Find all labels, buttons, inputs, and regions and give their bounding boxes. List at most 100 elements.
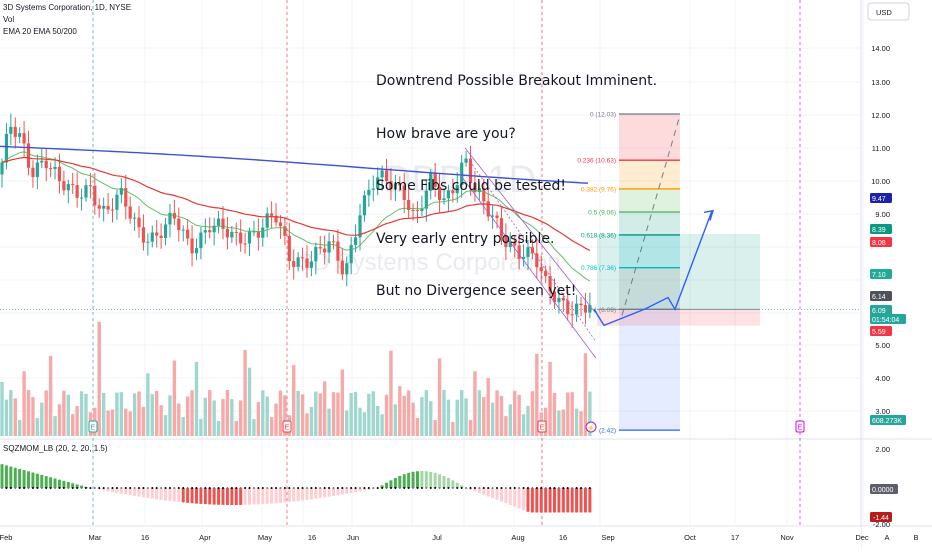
price-axis-tick: 9.00	[875, 210, 890, 219]
volume-bar	[71, 414, 75, 436]
momentum-bar	[252, 488, 256, 505]
squeeze-dot	[138, 487, 141, 489]
candle-body	[141, 227, 146, 243]
volume-bar	[535, 353, 539, 436]
momentum-bar	[539, 488, 543, 513]
candle-body	[26, 143, 31, 168]
momentum-bar	[111, 488, 114, 493]
squeeze-dot	[496, 487, 499, 489]
squeeze-dot	[292, 487, 295, 489]
time-axis-tick: Jul	[432, 533, 442, 542]
candle-body	[274, 215, 278, 223]
candle-body	[362, 195, 367, 216]
candle-body	[49, 168, 53, 170]
volume-bar	[292, 365, 296, 436]
fib-level-label: 0 (12.03)	[590, 112, 616, 119]
momentum-bar	[18, 468, 22, 488]
volume-bar	[495, 390, 499, 436]
volume-bar	[345, 410, 349, 436]
candle-body	[124, 188, 128, 207]
squeeze-dot	[62, 487, 65, 489]
volume-bar	[574, 408, 579, 436]
candle-body	[300, 257, 305, 259]
indicator-legend[interactable]: SQZMOM_LB (20, 2, 20, 1.5)	[3, 444, 108, 453]
volume-bar	[150, 394, 154, 436]
earnings-icon[interactable]	[88, 420, 98, 433]
earnings-icon[interactable]	[795, 420, 805, 433]
volume-bar	[216, 421, 221, 436]
squeeze-dot	[208, 487, 211, 489]
ema-legend[interactable]: EMA 20 EMA 50/200	[3, 27, 77, 36]
candle-body	[31, 167, 35, 178]
squeeze-dot	[275, 487, 278, 489]
momentum-bar	[433, 472, 437, 488]
candle-body	[429, 173, 433, 191]
price-badge-label: 8.08	[872, 240, 886, 247]
candle-body	[358, 215, 362, 238]
squeeze-dot	[142, 487, 145, 489]
momentum-bar	[349, 488, 353, 493]
momentum-bar	[336, 488, 340, 496]
currency-selector[interactable]	[867, 2, 910, 21]
candle-body	[75, 185, 79, 198]
momentum-bar	[340, 488, 344, 495]
candle-body	[309, 261, 313, 268]
volume-bar	[459, 390, 464, 436]
candle-body	[243, 243, 247, 245]
squeeze-dot	[133, 487, 136, 489]
squeeze-dot	[522, 487, 525, 489]
momentum-bar	[53, 478, 57, 488]
momentum-bar	[71, 483, 75, 488]
volume-bar	[141, 406, 146, 436]
fib-level-label: 0.618 (8.36)	[581, 232, 616, 239]
squeeze-dot	[76, 487, 79, 489]
candle-body	[566, 300, 570, 315]
volume-bar	[256, 401, 261, 436]
squeeze-dot	[173, 487, 176, 489]
earnings-icon[interactable]	[282, 420, 292, 433]
candle-body	[544, 271, 548, 277]
squeeze-dot	[89, 487, 92, 489]
squeeze-dot	[124, 487, 127, 489]
price-badge-label: 8.39	[872, 227, 886, 234]
volume-bar	[300, 394, 305, 436]
volume-bar	[464, 398, 468, 436]
time-axis-tick: 16	[308, 533, 316, 542]
log-scale-button[interactable]: B	[913, 533, 918, 542]
candle-body	[495, 215, 499, 219]
price-axis-tick: 13.00	[871, 78, 890, 87]
candle-body	[420, 208, 424, 212]
squeeze-dot	[332, 487, 335, 489]
fib-extension-zone	[619, 309, 680, 431]
volume-bar	[234, 421, 238, 436]
momentum-bar	[553, 488, 556, 513]
symbol-title[interactable]: 3D Systems Corporation, 1D, NYSE	[3, 3, 132, 12]
note-line: Downtrend Possible Breakout Imminent.	[376, 73, 658, 89]
momentum-bar	[570, 488, 574, 513]
candle-body	[415, 210, 420, 212]
momentum-bar	[508, 488, 512, 505]
volume-bar	[44, 390, 48, 436]
momentum-bar	[57, 479, 61, 488]
volume-bar	[31, 397, 35, 436]
squeeze-dot	[288, 487, 291, 489]
fib-level-label: 0.236 (10.63)	[577, 158, 616, 165]
earnings-icon[interactable]	[537, 420, 547, 433]
volume-bar	[146, 373, 150, 436]
momentum-bar	[420, 471, 424, 488]
auto-scale-button[interactable]: A	[884, 533, 889, 542]
squeeze-dot	[443, 487, 445, 489]
volume-bar	[367, 393, 371, 436]
squeeze-dot	[49, 487, 52, 489]
volume-bar	[393, 404, 398, 436]
note-line: Very early entry possible.	[376, 230, 555, 247]
squeeze-dot	[350, 487, 353, 489]
volume-bar	[384, 394, 389, 436]
momentum-bar	[35, 473, 39, 488]
dividend-icon[interactable]	[585, 421, 597, 433]
volume-bar	[97, 321, 101, 436]
volume-bar	[499, 395, 504, 436]
price-badge	[870, 193, 892, 203]
volume-legend[interactable]: Vol	[3, 15, 15, 24]
